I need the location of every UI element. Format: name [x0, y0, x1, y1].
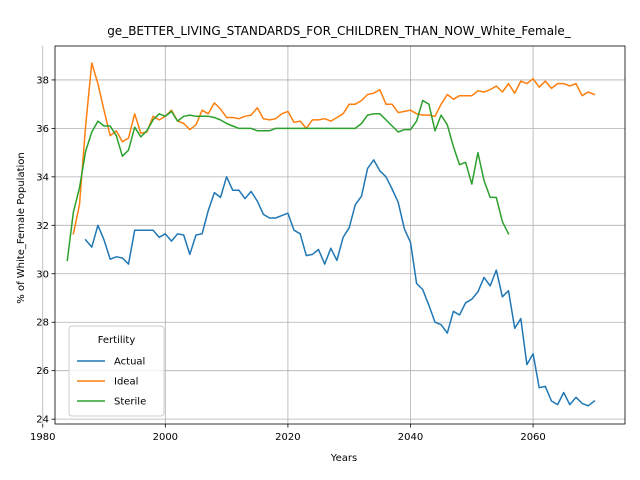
legend-box	[68, 325, 165, 417]
y-axis-label: % of White_Female Population	[16, 152, 27, 303]
x-tick-label: 2040	[398, 432, 423, 443]
y-tick-label: 32	[36, 221, 49, 232]
x-tick-label: 2060	[520, 432, 545, 443]
series-line-actual	[84, 159, 596, 407]
grid-lines	[42, 46, 625, 424]
x-axis-ticks: 1980 2000 2020 2040 2060	[30, 424, 546, 443]
series-line-sterile	[66, 99, 510, 262]
x-tick-label: 2020	[275, 432, 300, 443]
legend-label-ideal: Ideal	[114, 377, 138, 388]
series-lines	[66, 62, 596, 407]
y-tick-label: 36	[36, 124, 49, 135]
series-line-ideal	[72, 62, 596, 235]
x-tick-label: 1980	[30, 432, 55, 443]
y-tick-label: 26	[36, 366, 49, 377]
y-tick-label: 30	[36, 269, 49, 280]
legend-label-actual: Actual	[114, 357, 145, 368]
x-axis-label: Years	[330, 453, 357, 464]
y-tick-label: 34	[36, 172, 49, 183]
y-tick-label: 28	[36, 318, 49, 329]
plot-area-frame	[54, 45, 626, 425]
legend: Fertility Actual Ideal Sterile	[68, 325, 165, 417]
x-tick-label: 2000	[153, 432, 178, 443]
y-axis-ticks: 24 26 28 30 32 34 36 38	[36, 75, 55, 426]
chart-title: ge_BETTER_LIVING_STANDARDS_FOR_CHILDREN_…	[107, 24, 572, 38]
y-tick-label: 24	[36, 415, 49, 426]
legend-label-sterile: Sterile	[114, 397, 146, 408]
y-tick-label: 38	[36, 75, 49, 86]
legend-title: Fertility	[98, 335, 136, 346]
